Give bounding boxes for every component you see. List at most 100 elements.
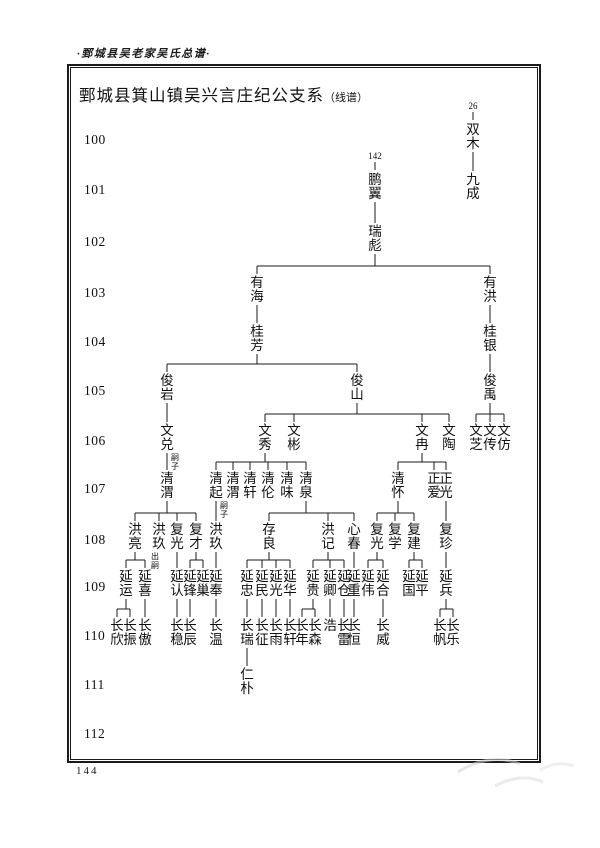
person-node: 文仿 bbox=[497, 423, 511, 452]
person-node: 洪玖 bbox=[209, 522, 223, 551]
generation-label: 100 bbox=[84, 132, 106, 147]
person-node: 长雨 bbox=[269, 618, 283, 647]
person-node: 有洪 bbox=[483, 275, 497, 304]
generation-label: 107 bbox=[84, 481, 106, 496]
person-node: 长雷 bbox=[337, 618, 351, 647]
person-node: 浩 bbox=[323, 618, 337, 633]
generation-label: 101 bbox=[84, 182, 106, 197]
generation-label: 111 bbox=[84, 677, 105, 692]
page-frame-inner-border bbox=[70, 67, 538, 760]
person-node: 延兵 bbox=[439, 569, 453, 598]
person-node: 长森 bbox=[308, 618, 322, 647]
person-node: 长年 bbox=[295, 618, 309, 647]
person-node: 延华 bbox=[283, 569, 297, 598]
person-node: 存良 bbox=[262, 522, 276, 551]
generation-ref-number: 142 bbox=[368, 151, 382, 161]
generation-label: 110 bbox=[84, 628, 106, 643]
person-node: 复光 bbox=[170, 522, 184, 551]
person-node: 延光 bbox=[269, 569, 283, 598]
page-number: 144 bbox=[76, 765, 99, 777]
person-node: 清渭 bbox=[160, 471, 174, 500]
generation-label: 106 bbox=[84, 433, 106, 448]
person-node: 洪玖 bbox=[152, 522, 166, 551]
person-node: 延运 bbox=[119, 569, 133, 598]
person-node: 延卿 bbox=[323, 569, 337, 598]
heir-tag: 嗣子 bbox=[171, 453, 179, 471]
person-node: 复建 bbox=[407, 522, 421, 551]
chart-title: 鄄城县箕山镇吴兴言庄纪公支系（线谱） bbox=[79, 82, 368, 106]
person-node: 文陶 bbox=[442, 423, 456, 452]
person-node: 长振 bbox=[123, 618, 137, 647]
adopted-out-note: 出嗣 bbox=[151, 552, 159, 570]
generation-label: 108 bbox=[84, 532, 106, 547]
person-node: 清轩 bbox=[243, 471, 257, 500]
person-node: 长恒 bbox=[347, 618, 361, 647]
person-node: 延重 bbox=[347, 569, 361, 598]
person-node: 延忠 bbox=[240, 569, 254, 598]
chart-title-text: 鄄城县箕山镇吴兴言庄纪公支系 bbox=[79, 86, 324, 105]
person-node: 长帆 bbox=[433, 618, 447, 647]
person-node: 延奉 bbox=[209, 569, 223, 598]
person-node: 延仓 bbox=[337, 569, 351, 598]
person-node: 鹏翼 bbox=[368, 172, 382, 201]
person-node: 洪亮 bbox=[128, 522, 142, 551]
person-node: 清味 bbox=[280, 471, 294, 500]
person-node: 延合 bbox=[376, 569, 390, 598]
person-node: 九成 bbox=[466, 172, 480, 201]
person-node: 延国 bbox=[402, 569, 416, 598]
person-node: 长威 bbox=[376, 618, 390, 647]
person-node: 清泉 bbox=[299, 471, 313, 500]
person-node: 长欣 bbox=[110, 618, 124, 647]
person-node: 延平 bbox=[415, 569, 429, 598]
person-node: 长乐 bbox=[446, 618, 460, 647]
book-header: ·鄄城县吴老家吴氏总谱· bbox=[77, 48, 211, 60]
person-node: 俊岩 bbox=[160, 373, 174, 402]
person-node: 瑞彪 bbox=[368, 224, 382, 253]
person-node: 文冉 bbox=[415, 423, 429, 452]
person-node: 清伦 bbox=[261, 471, 275, 500]
person-node: 桂芳 bbox=[250, 324, 264, 353]
person-node: 俊禹 bbox=[483, 373, 497, 402]
person-node: 复才 bbox=[189, 522, 203, 551]
person-node: 延认 bbox=[170, 569, 184, 598]
person-node: 俊山 bbox=[350, 373, 364, 402]
person-node: 长傲 bbox=[138, 618, 152, 647]
person-node: 清起 bbox=[209, 471, 223, 500]
heir-tag: 嗣子 bbox=[220, 501, 228, 519]
person-node: 长温 bbox=[209, 618, 223, 647]
person-node: 长轩 bbox=[283, 618, 297, 647]
person-node: 复珍 bbox=[439, 522, 453, 551]
generation-label: 104 bbox=[84, 334, 106, 349]
person-node: 文兑 bbox=[160, 423, 174, 452]
person-node: 长稳 bbox=[170, 618, 184, 647]
generation-ref-number: 26 bbox=[468, 101, 478, 111]
person-node: 有海 bbox=[250, 275, 264, 304]
person-node: 正光 bbox=[439, 471, 453, 500]
person-node: 长瑞 bbox=[240, 618, 254, 647]
generation-label: 109 bbox=[84, 579, 106, 594]
person-node: 延民 bbox=[255, 569, 269, 598]
person-node: 复学 bbox=[388, 522, 402, 551]
generation-label: 105 bbox=[84, 383, 106, 398]
person-node: 仁朴 bbox=[240, 667, 254, 696]
person-node: 清怀 bbox=[391, 471, 405, 500]
generation-label: 103 bbox=[84, 285, 106, 300]
generation-label: 102 bbox=[84, 234, 106, 249]
person-node: 延喜 bbox=[138, 569, 152, 598]
generation-label: 112 bbox=[84, 726, 106, 741]
person-node: 双木 bbox=[466, 122, 480, 151]
page-frame bbox=[67, 64, 541, 763]
person-node: 心春 bbox=[347, 522, 361, 551]
person-node: 清渭 bbox=[226, 471, 240, 500]
person-node: 延伟 bbox=[361, 569, 375, 598]
person-node: 延巢 bbox=[196, 569, 210, 598]
person-node: 延贵 bbox=[306, 569, 320, 598]
person-node: 桂银 bbox=[483, 324, 497, 353]
person-node: 洪记 bbox=[321, 522, 335, 551]
person-node: 延锋 bbox=[183, 569, 197, 598]
chart-title-suffix: （线谱） bbox=[324, 92, 368, 104]
person-node: 长征 bbox=[255, 618, 269, 647]
person-node: 复光 bbox=[370, 522, 384, 551]
